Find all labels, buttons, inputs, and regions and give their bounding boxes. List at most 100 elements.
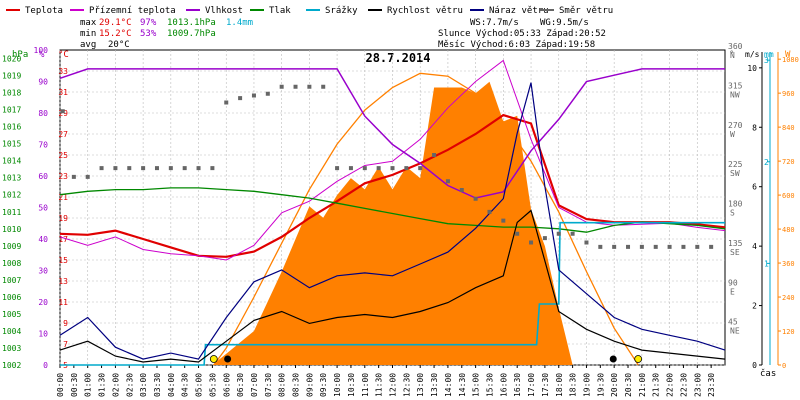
tick-x-22: 11:00 bbox=[361, 373, 370, 397]
legend: Teplota Přízemní teplota Vlhkost Tlak Srážky… bbox=[6, 6, 613, 16]
tick-hpa-14: 1016 bbox=[2, 123, 21, 132]
series-solar-area bbox=[212, 81, 573, 366]
tick-x-31: 15:30 bbox=[485, 373, 494, 397]
stats-max-press: 1013.1hPa bbox=[167, 18, 216, 28]
tick-pct-3: 30 bbox=[38, 267, 48, 276]
wind-dir-point-6 bbox=[141, 166, 146, 171]
stats-max-label: max bbox=[80, 18, 97, 28]
tick-pct-7: 70 bbox=[38, 141, 48, 150]
tick-x-41: 20:30 bbox=[624, 373, 633, 397]
legend-label-5: Rychlost větru bbox=[387, 6, 463, 16]
tick-dir-6: NW bbox=[730, 90, 740, 99]
legend-label-1: Přízemní teplota bbox=[89, 6, 176, 16]
tick-x-32: 16:00 bbox=[499, 373, 508, 397]
wind-dir-point-37 bbox=[570, 231, 575, 236]
tick-c-8: 21 bbox=[58, 193, 68, 202]
tick-x-23: 11:30 bbox=[375, 373, 384, 397]
tick-x-0: 00:00 bbox=[56, 373, 65, 397]
tick-dir-0: NE bbox=[730, 327, 740, 336]
stats-moon: Měsíc Východ:6:03 Západ:19:58 bbox=[438, 40, 595, 50]
wind-dir-point-45 bbox=[681, 244, 686, 249]
wind-direction-points bbox=[60, 84, 714, 249]
series-line-3 bbox=[59, 187, 726, 233]
tick-pct-2: 20 bbox=[38, 298, 48, 307]
stats-ws: WS:7.7m/s bbox=[470, 18, 519, 28]
wind-dir-point-11 bbox=[210, 166, 215, 171]
stats-min-hum: 53% bbox=[140, 29, 157, 39]
tick-x-34: 17:00 bbox=[527, 373, 536, 397]
wind-dir-point-7 bbox=[154, 166, 159, 171]
tick-ms-3: 6 bbox=[752, 183, 757, 192]
wind-dir-point-19 bbox=[321, 84, 326, 89]
tick-pct-5: 50 bbox=[38, 204, 48, 213]
tick-x-29: 14:30 bbox=[458, 373, 467, 397]
tick-x-2: 01:00 bbox=[84, 373, 93, 397]
wind-dir-point-26 bbox=[418, 166, 423, 171]
wind-dir-point-41 bbox=[626, 244, 631, 249]
wind-dir-point-0 bbox=[60, 109, 65, 114]
moonrise-marker bbox=[224, 355, 232, 363]
tick-x-44: 22:00 bbox=[666, 373, 675, 397]
tick-hpa-17: 1019 bbox=[2, 72, 21, 81]
series-line-6 bbox=[59, 82, 726, 360]
tick-deg-1: 90 bbox=[728, 278, 738, 287]
tick-c-14: 33 bbox=[58, 67, 68, 76]
tick-dir-5: W bbox=[730, 130, 735, 139]
tick-ms-1: 2 bbox=[752, 302, 757, 311]
tick-hpa-15: 1017 bbox=[2, 106, 21, 115]
tick-x-24: 12:00 bbox=[389, 373, 398, 397]
tick-x-42: 21:00 bbox=[638, 373, 647, 397]
wind-dir-point-21 bbox=[348, 166, 353, 171]
tick-x-4: 02:00 bbox=[111, 373, 120, 397]
wind-dir-point-32 bbox=[501, 218, 506, 223]
tick-x-11: 05:30 bbox=[208, 373, 217, 397]
stats-avg-temp: 20°C bbox=[108, 40, 130, 50]
tick-hpa-6: 1008 bbox=[2, 259, 21, 268]
wind-dir-point-4 bbox=[113, 166, 118, 171]
sunrise-marker bbox=[209, 355, 218, 363]
stats-header: max 29.1°C 97% 1013.1hPa 1.4mm min 15.2°… bbox=[80, 18, 606, 50]
axis-title-hpa: hPa bbox=[12, 50, 28, 60]
tick-deg-5: 270 bbox=[728, 121, 743, 130]
tick-x-9: 04:30 bbox=[181, 373, 190, 397]
tick-deg-7: 360 bbox=[728, 42, 743, 51]
tick-pct-1: 10 bbox=[38, 330, 48, 339]
tick-x-39: 19:30 bbox=[596, 373, 605, 397]
sunset-marker bbox=[634, 355, 643, 363]
tick-x-5: 02:30 bbox=[125, 373, 134, 397]
tick-x-25: 12:30 bbox=[402, 373, 411, 397]
tick-hpa-9: 1011 bbox=[2, 208, 21, 217]
tick-deg-3: 180 bbox=[728, 200, 743, 209]
tick-deg-4: 225 bbox=[728, 160, 743, 169]
tick-hpa-11: 1013 bbox=[2, 174, 21, 183]
tick-w-3: 360 bbox=[782, 260, 795, 268]
axis-title-ms: m/s bbox=[745, 50, 760, 59]
tick-hpa-16: 1018 bbox=[2, 89, 21, 98]
tick-x-47: 23:30 bbox=[707, 373, 716, 397]
tick-x-1: 00:30 bbox=[70, 373, 79, 397]
stats-min-temp: 15.2°C bbox=[99, 29, 132, 39]
tick-x-12: 06:00 bbox=[222, 373, 231, 397]
wind-dir-point-13 bbox=[238, 96, 243, 101]
wind-dir-point-28 bbox=[445, 179, 450, 184]
wind-dir-point-15 bbox=[265, 91, 270, 96]
tick-w-5: 600 bbox=[782, 192, 795, 200]
stats-wg: WG:9.5m/s bbox=[540, 18, 589, 28]
wind-dir-point-36 bbox=[556, 231, 561, 236]
wind-dir-point-33 bbox=[515, 231, 520, 236]
tick-hpa-4: 1006 bbox=[2, 293, 21, 302]
tick-c-10: 25 bbox=[58, 151, 68, 160]
series-line-5 bbox=[59, 209, 726, 363]
tick-w-8: 960 bbox=[782, 90, 795, 98]
tick-w-7: 840 bbox=[782, 124, 795, 132]
tick-w-9: 1080 bbox=[782, 56, 799, 64]
chart-title: 28.7.2014 bbox=[365, 51, 430, 65]
stats-max-temp: 29.1°C bbox=[99, 18, 132, 28]
tick-pct-4: 40 bbox=[38, 235, 48, 244]
tick-x-38: 19:00 bbox=[582, 373, 591, 397]
tick-x-8: 04:00 bbox=[167, 373, 176, 397]
tick-c-1: 7 bbox=[63, 340, 68, 349]
tick-ms-0: 0 bbox=[752, 361, 757, 370]
wind-dir-point-16 bbox=[279, 84, 284, 89]
wind-dir-point-44 bbox=[667, 244, 672, 249]
